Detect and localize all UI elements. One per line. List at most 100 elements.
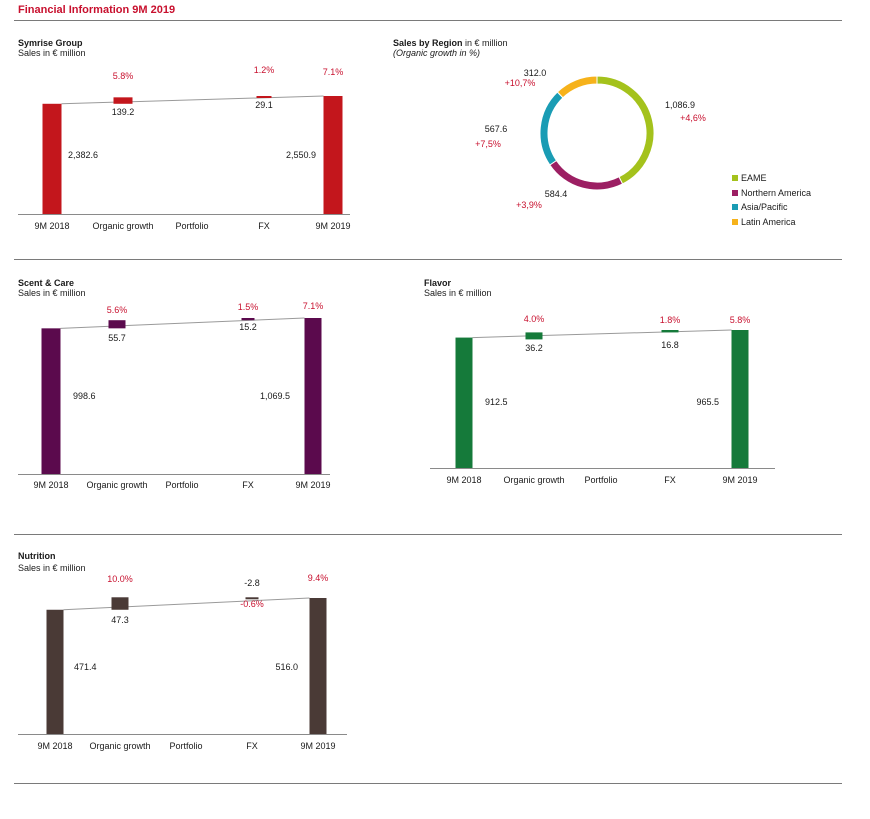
- scent-category-label-3: FX: [242, 480, 254, 490]
- region-chart-title: Sales by Region in € million: [393, 38, 508, 48]
- symrise-bar-3: [256, 96, 272, 98]
- symrise-chart-subtitle: Sales in € million: [18, 48, 86, 58]
- symrise-bar-0: [42, 103, 62, 214]
- scent-growth-label-1: 5.6%: [107, 305, 128, 315]
- nutrition-bar-0: [46, 609, 64, 734]
- legend-swatch-northern-america: [732, 189, 738, 196]
- flavor-bar-0: [455, 337, 473, 468]
- nutrition-connector-line: [63, 597, 310, 611]
- flavor-bar-4: [731, 330, 749, 468]
- donut-slice-2: [539, 91, 564, 166]
- nutrition-bar-3: [245, 597, 259, 600]
- nutrition-category-label-3: FX: [246, 741, 258, 751]
- nutrition-value-label-0: 471.4: [74, 662, 97, 672]
- flavor-value-label-3: 16.8: [661, 340, 679, 350]
- legend-item-northern-america: Northern America: [732, 186, 811, 201]
- flavor-value-label-1: 36.2: [525, 343, 543, 353]
- scent-bar-4: [304, 318, 322, 474]
- scent-bar-0: [41, 328, 61, 474]
- flavor-category-label-3: FX: [664, 475, 676, 485]
- scent-chart-title: Scent & Care: [18, 278, 75, 288]
- legend-item-eame: EAME: [732, 171, 811, 186]
- legend-label-northern-america: Northern America: [741, 187, 812, 198]
- donut-value-label-3: 312.0: [524, 68, 547, 78]
- symrise-value-label-1: 139.2: [112, 107, 135, 117]
- nutrition-growth-label-4: 9.4%: [308, 573, 329, 583]
- symrise-value-label-3: 29.1: [255, 100, 273, 110]
- donut-growth-label-2: +7,5%: [475, 139, 501, 149]
- top-divider: [14, 20, 842, 21]
- nutrition-chart-title: Nutrition: [18, 551, 56, 561]
- donut-value-label-1: 584.4: [545, 189, 568, 199]
- legend-label-eame: EAME: [741, 173, 767, 184]
- flavor-value-label-4: 965.5: [696, 397, 719, 407]
- legend-swatch-asia-pacific: [732, 204, 738, 211]
- donut-slice-0: [596, 75, 655, 185]
- flavor-category-label-4: 9M 2019: [722, 475, 757, 485]
- section-divider-2: [14, 534, 842, 535]
- nutrition-bar-4: [309, 598, 327, 734]
- donut-growth-label-0: +4,6%: [680, 113, 706, 123]
- symrise-value-label-0: 2,382.6: [68, 150, 98, 160]
- donut-growth-label-3: +10,7%: [505, 78, 536, 88]
- donut-value-label-0: 1,086.9: [665, 100, 695, 110]
- symrise-bar-1: [113, 97, 133, 104]
- flavor-chart-title: Flavor: [424, 278, 452, 288]
- legend-label-asia-pacific: Asia/Pacific: [741, 202, 788, 213]
- symrise-category-label-0: 9M 2018: [34, 221, 69, 231]
- nutrition-category-label-1: Organic growth: [89, 741, 150, 751]
- symrise-chart-title: Symrise Group: [18, 38, 83, 48]
- legend-label-latin-america: Latin America: [741, 216, 796, 227]
- scent-growth-label-4: 7.1%: [303, 301, 324, 311]
- scent-value-label-0: 998.6: [73, 391, 96, 401]
- scent-bar-3: [241, 318, 255, 321]
- symrise-growth-label-1: 5.8%: [113, 71, 134, 81]
- symrise-category-label-2: Portfolio: [175, 221, 208, 231]
- symrise-category-label-4: 9M 2019: [315, 221, 350, 231]
- symrise-growth-label-3: 1.2%: [254, 65, 275, 75]
- legend-swatch-latin-america: [732, 218, 738, 225]
- donut-value-label-2: 567.6: [485, 124, 508, 134]
- flavor-chart-subtitle: Sales in € million: [424, 288, 492, 298]
- nutrition-category-label-2: Portfolio: [169, 741, 202, 751]
- scent-connector-line: [60, 317, 305, 329]
- scent-value-label-4: 1,069.5: [260, 391, 290, 401]
- symrise-connector-line: [61, 95, 324, 105]
- flavor-bar-1: [525, 332, 543, 340]
- flavor-growth-label-1: 4.0%: [524, 314, 545, 324]
- nutrition-category-label-4: 9M 2019: [300, 741, 335, 751]
- flavor-category-label-1: Organic growth: [503, 475, 564, 485]
- bottom-divider: [14, 783, 842, 784]
- flavor-growth-label-3: 1.8%: [660, 315, 681, 325]
- legend-item-latin-america: Latin America: [732, 215, 811, 230]
- scent-category-label-4: 9M 2019: [295, 480, 330, 490]
- flavor-category-label-2: Portfolio: [584, 475, 617, 485]
- donut-slice-1: [549, 159, 624, 191]
- section-divider-1: [14, 259, 842, 260]
- symrise-growth-label-4: 7.1%: [323, 67, 344, 77]
- region-legend: EAME Northern America Asia/Pacific Latin…: [732, 171, 811, 229]
- scent-bar-1: [108, 320, 126, 329]
- donut-growth-label-1: +3,9%: [516, 200, 542, 210]
- nutrition-bar-1: [111, 597, 129, 610]
- symrise-bar-4: [323, 96, 343, 214]
- nutrition-growth-label-1: 10.0%: [107, 574, 133, 584]
- scent-value-label-1: 55.7: [108, 333, 126, 343]
- flavor-value-label-0: 912.5: [485, 397, 508, 407]
- symrise-value-label-4: 2,550.9: [286, 150, 316, 160]
- nutrition-value-label-4: 516.0: [275, 662, 298, 672]
- symrise-category-label-1: Organic growth: [92, 221, 153, 231]
- region-chart-subtitle: (Organic growth in %): [393, 48, 481, 58]
- scent-category-label-0: 9M 2018: [33, 480, 68, 490]
- flavor-connector-line: [472, 329, 732, 339]
- scent-category-label-2: Portfolio: [165, 480, 198, 490]
- flavor-bar-3: [661, 330, 679, 333]
- region-title-text: Sales by Region: [393, 38, 463, 48]
- symrise-category-label-3: FX: [258, 221, 270, 231]
- nutrition-value-label-1: 47.3: [111, 615, 129, 625]
- scent-category-label-1: Organic growth: [86, 480, 147, 490]
- region-title-unit: in € million: [465, 38, 508, 48]
- legend-item-asia-pacific: Asia/Pacific: [732, 200, 811, 215]
- nutrition-value-label-3: -2.8: [244, 578, 260, 588]
